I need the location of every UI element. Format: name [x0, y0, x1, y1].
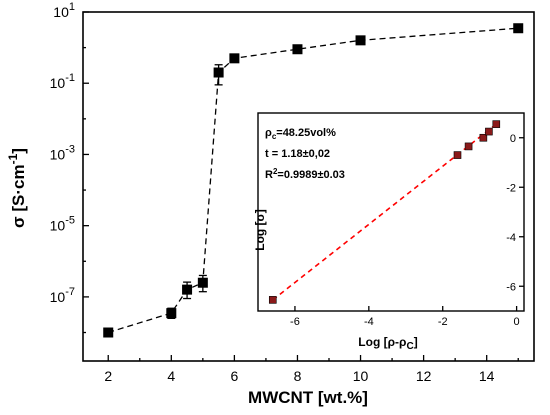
main-x-tick-label: 2 — [104, 368, 112, 384]
main-x-axis: 2 4 6 8 10 12 14 — [104, 355, 519, 384]
main-x-tick-label: 14 — [479, 368, 495, 384]
main-data-point — [166, 308, 177, 319]
inset-x-axis-label: Log [ρ-ρC] — [358, 335, 417, 352]
main-series-points — [103, 23, 524, 338]
main-x-tick-label: 4 — [167, 368, 175, 384]
main-plot-frame — [82, 11, 535, 362]
main-x-axis-label: MWCNT [wt.%] — [248, 388, 368, 407]
main-data-point — [292, 44, 303, 55]
main-x-tick-label: 12 — [416, 368, 432, 384]
main-data-point — [103, 327, 114, 338]
main-data-point — [229, 53, 240, 64]
inset-data-point — [485, 127, 493, 136]
inset-annotation-rho-c: ρc=48.25vol% — [265, 127, 336, 141]
inset-series-points — [268, 120, 501, 304]
main-data-point — [197, 277, 208, 288]
main-y-tick-label: 10-5 — [50, 215, 75, 234]
main-data-point — [355, 35, 366, 46]
inset-data-point — [268, 296, 277, 304]
inset-data-point — [453, 151, 462, 159]
main-y-tick-label: 10-7 — [50, 286, 75, 305]
inset-y-tick-label: -6 — [506, 281, 516, 293]
main-y-axis: 10-7 10-5 10-3 10-1 101 — [50, 1, 89, 334]
main-x-tick-label: 10 — [353, 368, 369, 384]
inset-frame — [257, 112, 525, 312]
main-data-point — [182, 284, 193, 295]
main-y-tick-label: 10-3 — [50, 143, 75, 162]
inset-x-tick-label: -6 — [290, 316, 300, 328]
inset-y-tick-label: -2 — [506, 182, 516, 194]
main-chart: 2 4 6 8 10 12 14 10-7 10-5 10-3 10-1 101 MWCNT [wt… — [6, 1, 535, 407]
main-y-axis-label: σ [S·cm-1] — [6, 148, 28, 228]
inset-data-point — [492, 120, 501, 128]
main-x-tick-label: 8 — [294, 368, 302, 384]
main-y-tick-label: 101 — [53, 1, 75, 20]
inset-y-tick-label: 0 — [510, 133, 516, 145]
inset-chart: -6 -4 -2 0 -6 -4 -2 0 ρc=48.25vol% t = 1.18±0,… — [253, 112, 525, 352]
inset-annotation-t: t = 1.18±0,02 — [265, 148, 330, 160]
inset-annotation-r2: R2=0.9989±0.03 — [265, 167, 345, 181]
main-data-point — [213, 67, 224, 78]
inset-x-tick-label: -2 — [438, 316, 448, 328]
inset-data-point — [464, 142, 473, 151]
inset-y-axis: -6 -4 -2 0 — [506, 133, 524, 293]
main-y-tick-label: 10-1 — [50, 72, 75, 91]
inset-x-tick-label: 0 — [514, 316, 520, 328]
inset-x-axis: -6 -4 -2 0 — [290, 306, 520, 328]
inset-y-axis-label: Log [σ] — [253, 209, 267, 251]
inset-data-point — [479, 133, 488, 142]
main-data-point — [513, 23, 524, 34]
inset-y-tick-label: -4 — [506, 232, 516, 244]
main-x-tick-label: 6 — [230, 368, 238, 384]
inset-x-tick-label: -4 — [364, 316, 374, 328]
